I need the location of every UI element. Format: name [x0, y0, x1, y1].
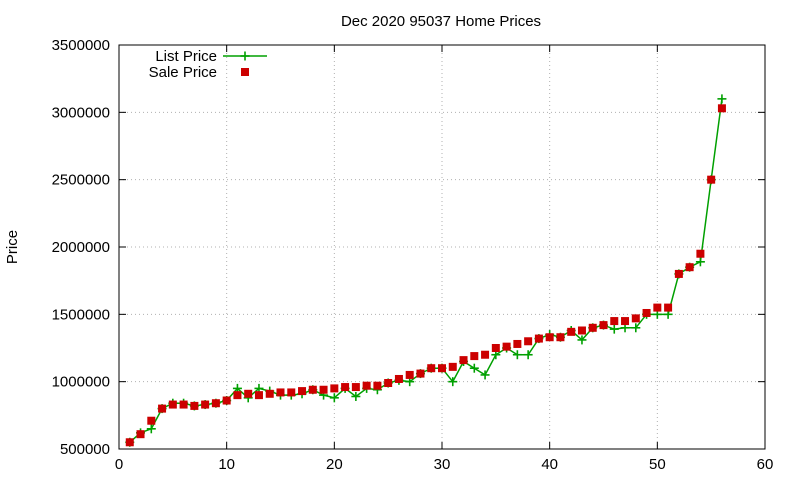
sale-price-point	[298, 387, 307, 396]
sale-price-point	[168, 400, 177, 409]
grid	[119, 45, 765, 449]
sale-price-point	[265, 389, 274, 398]
x-tick-label: 40	[541, 456, 558, 473]
sale-price-point	[222, 396, 231, 405]
sale-price-point	[556, 333, 565, 342]
sale-price-point	[459, 356, 468, 365]
list-price-point	[469, 363, 479, 373]
sale-price-point	[308, 385, 317, 394]
sale-price-point	[394, 374, 403, 383]
sale-price-point	[470, 352, 479, 361]
list-price-line	[129, 98, 723, 443]
sale-price-point	[190, 401, 199, 410]
legend-marker	[241, 68, 249, 76]
list-price-point	[329, 393, 339, 403]
sale-price-point	[524, 337, 533, 346]
sale-price-point	[653, 303, 662, 312]
legend-marker	[240, 51, 250, 61]
sale-price-point	[438, 364, 446, 373]
legend-item-sale-price: Sale Price	[149, 64, 249, 81]
sale-price-point	[244, 389, 253, 398]
series-sale-price	[125, 104, 726, 447]
sale-price-point	[599, 321, 608, 330]
sale-price-point	[125, 438, 134, 447]
sale-price-point	[136, 430, 145, 439]
list-price-point	[480, 370, 490, 380]
sale-price-point	[642, 308, 651, 317]
list-price-point	[717, 94, 727, 104]
y-axis-label: Price	[4, 230, 21, 264]
list-price-point	[631, 323, 641, 333]
sale-price-point	[147, 416, 156, 425]
sale-price-point	[362, 381, 371, 390]
sale-price-point	[696, 249, 705, 258]
sale-price-point	[481, 350, 490, 359]
sale-price-point	[351, 383, 360, 392]
sale-price-point	[588, 323, 597, 332]
axes: 0 10 20 30 40 50 60 500000 1000000 1500000 2000000…	[52, 37, 774, 473]
sale-price-point	[685, 263, 694, 272]
legend-item-list-price: List Price	[155, 48, 267, 65]
sale-price-point	[534, 334, 543, 343]
sale-price-point	[384, 379, 393, 388]
sale-price-point	[341, 383, 350, 392]
sale-price-point	[502, 342, 511, 351]
x-tick-label: 30	[434, 456, 451, 473]
list-price-point	[695, 257, 705, 267]
series-layer	[125, 94, 727, 447]
y-tick-label: 3500000	[52, 37, 110, 54]
legend-label: List Price	[155, 48, 217, 65]
list-price-point	[512, 350, 522, 360]
sale-price-point	[491, 344, 500, 352]
x-tick-label: 10	[218, 456, 235, 473]
list-price-point	[609, 324, 619, 334]
list-price-point	[523, 350, 533, 360]
x-tick-label: 0	[115, 456, 123, 473]
sale-price-point	[276, 388, 285, 397]
list-price-point	[351, 391, 361, 401]
sale-price-point	[567, 327, 576, 336]
list-price-point	[577, 335, 587, 345]
sale-price-point	[545, 333, 554, 342]
chart-title: Dec 2020 95037 Home Prices	[341, 13, 541, 30]
sale-price-point	[664, 303, 673, 312]
sale-price-point	[373, 381, 382, 390]
sale-price-point	[717, 104, 726, 113]
sale-price-point	[621, 317, 630, 326]
sale-price-point	[211, 399, 220, 408]
sale-price-point	[319, 385, 328, 394]
sale-price-point	[513, 339, 522, 348]
y-tick-label: 3000000	[52, 104, 110, 121]
sale-price-point	[448, 362, 457, 371]
sale-price-point	[158, 404, 167, 413]
y-tick-label: 1500000	[52, 306, 110, 323]
y-tick-label: 500000	[60, 441, 110, 458]
list-price-point	[448, 377, 458, 387]
sale-price-point	[233, 391, 242, 400]
list-price-point	[146, 424, 156, 434]
sale-price-point	[610, 317, 619, 326]
y-tick-label: 2500000	[52, 172, 110, 189]
sale-price-point	[427, 364, 436, 373]
sale-price-point	[707, 175, 716, 184]
sale-price-point	[577, 326, 586, 335]
sale-price-point	[416, 369, 425, 378]
sale-price-point	[631, 314, 640, 323]
series-list-price	[125, 94, 727, 447]
x-tick-label: 20	[326, 456, 343, 473]
x-tick-label: 50	[649, 456, 666, 473]
sale-price-point	[287, 388, 296, 397]
sale-price-point	[330, 384, 339, 393]
sale-price-point	[405, 370, 414, 379]
x-tick-label: 60	[757, 456, 774, 473]
sale-price-point	[179, 400, 188, 409]
y-tick-label: 1000000	[52, 374, 110, 391]
legend-label: Sale Price	[149, 64, 217, 81]
sale-price-point	[254, 391, 263, 400]
sale-price-point	[201, 400, 210, 409]
y-tick-label: 2000000	[52, 239, 110, 256]
sale-price-point	[674, 269, 683, 278]
